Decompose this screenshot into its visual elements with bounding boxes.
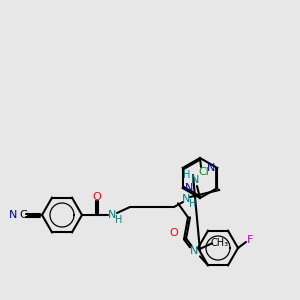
Text: H: H [183,170,191,180]
Text: CH₃: CH₃ [211,238,229,248]
Text: Cl: Cl [199,167,209,177]
Text: N: N [9,210,17,220]
Text: N: N [207,163,215,173]
Text: H: H [189,199,197,209]
Text: N: N [108,210,116,220]
Text: O: O [93,192,101,202]
Text: O: O [169,228,178,238]
Text: C: C [19,210,27,220]
Text: N: N [190,246,198,256]
Text: N: N [184,183,193,193]
Text: F: F [247,235,253,245]
Text: H: H [115,215,123,225]
Text: N: N [191,175,199,185]
Text: N: N [182,194,190,204]
